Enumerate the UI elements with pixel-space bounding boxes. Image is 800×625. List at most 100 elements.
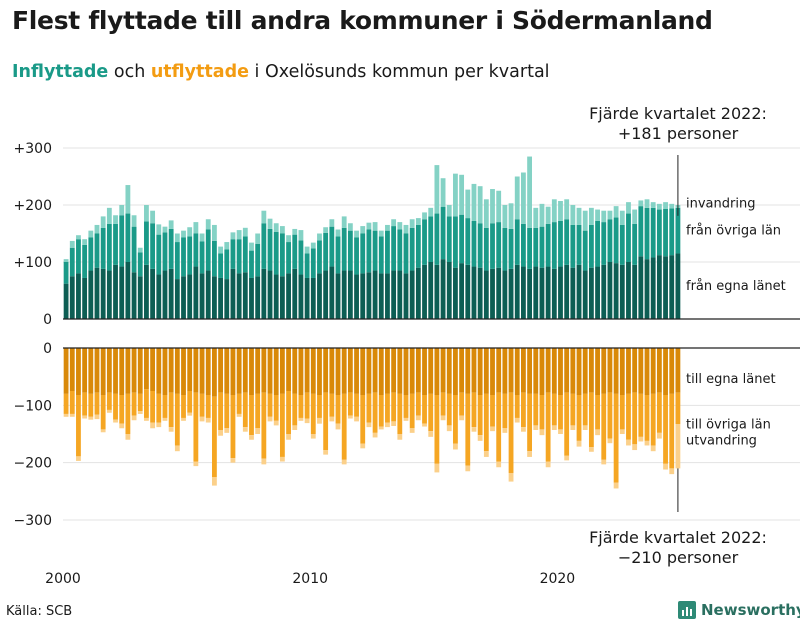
bar-out-1-43 [329, 393, 335, 417]
ytick-bottom-label: −300 [14, 513, 52, 529]
bar-out-1-60 [434, 395, 440, 464]
bar-out-0-13 [144, 348, 149, 390]
bar-out-2-88 [607, 438, 613, 444]
bar-out-0-7 [106, 348, 112, 393]
bar-out-1-10 [125, 393, 131, 434]
bar-out-1-51 [378, 395, 384, 427]
bar-out-0-9 [119, 348, 125, 396]
bar-out-0-15 [156, 348, 162, 394]
bar-out-1-23 [205, 395, 211, 418]
bar-in-0-89 [613, 263, 619, 319]
bar-in-1-66 [471, 220, 477, 267]
bar-in-1-99 [675, 207, 681, 254]
bar-out-2-95 [650, 445, 656, 452]
bar-out-2-15 [156, 422, 162, 428]
bar-in-0-61 [440, 259, 446, 319]
bar-in-2-37 [292, 228, 298, 235]
bar-out-0-45 [341, 348, 347, 394]
bar-out-2-87 [601, 459, 607, 465]
bar-out-0-46 [347, 348, 353, 393]
bar-in-1-50 [372, 230, 378, 271]
bar-out-1-85 [588, 392, 594, 448]
bar-in-1-6 [100, 227, 106, 269]
bar-in-2-96 [656, 203, 662, 210]
bar-in-1-47 [354, 237, 359, 275]
bar-out-1-99 [675, 392, 681, 425]
bar-in-2-76 [533, 207, 539, 228]
bar-out-1-15 [156, 393, 162, 423]
bar-in-2-24 [212, 224, 217, 241]
bar-out-2-89 [613, 482, 619, 489]
bar-out-2-23 [205, 417, 211, 423]
bar-in-2-70 [496, 190, 502, 223]
bar-out-2-54 [397, 434, 403, 440]
bar-out-1-46 [347, 392, 353, 416]
bar-in-0-3 [82, 277, 88, 319]
bar-out-2-49 [366, 422, 372, 428]
bar-out-0-38 [298, 348, 304, 396]
bar-in-2-82 [570, 205, 576, 225]
subtitle-utflyttade: utflyttade [150, 62, 249, 82]
bar-in-0-9 [119, 266, 125, 319]
bar-out-2-57 [415, 415, 421, 421]
bar-in-0-64 [459, 263, 465, 319]
label-utvandring: utvandring [686, 434, 757, 449]
bar-in-2-53 [391, 219, 397, 227]
bar-out-1-97 [663, 395, 668, 464]
bar-in-1-29 [242, 236, 248, 273]
bar-in-2-92 [632, 209, 638, 224]
bar-out-2-34 [273, 420, 279, 426]
bar-out-1-17 [168, 392, 174, 428]
bar-out-0-17 [168, 348, 174, 393]
bar-out-1-69 [490, 395, 495, 427]
bar-in-2-20 [187, 227, 193, 237]
bar-in-1-34 [273, 231, 279, 275]
bar-in-0-67 [477, 267, 483, 319]
bar-in-2-26 [224, 242, 230, 250]
bar-in-2-79 [551, 199, 557, 223]
newsworthy-logo[interactable]: Newsworthy [678, 601, 800, 619]
bar-in-1-33 [267, 228, 273, 271]
bar-out-1-76 [533, 393, 539, 426]
bar-out-2-45 [341, 459, 347, 465]
bar-in-1-52 [385, 230, 390, 274]
bar-out-2-0 [63, 413, 69, 417]
bar-out-1-96 [656, 392, 662, 433]
bar-in-2-32 [261, 210, 267, 224]
bar-in-1-97 [663, 208, 668, 257]
bar-out-1-81 [564, 392, 570, 456]
bar-in-1-7 [106, 223, 112, 271]
bar-in-1-79 [551, 222, 557, 269]
bar-in-1-35 [279, 233, 285, 277]
bar-out-2-37 [292, 425, 298, 430]
bar-out-1-93 [638, 393, 644, 437]
bar-out-1-70 [496, 392, 502, 462]
bar-in-2-39 [304, 246, 310, 254]
bar-in-1-95 [650, 207, 656, 258]
bar-in-1-45 [341, 227, 347, 271]
xtick-label: 2010 [292, 571, 328, 587]
bar-in-2-17 [168, 220, 174, 229]
bar-out-2-75 [527, 451, 532, 457]
bar-out-1-20 [187, 391, 193, 413]
bar-out-0-34 [273, 348, 279, 396]
bar-out-0-80 [558, 348, 563, 396]
bar-out-2-76 [533, 425, 539, 430]
bar-out-1-12 [137, 393, 143, 412]
bar-out-1-24 [212, 396, 217, 477]
bar-out-0-77 [539, 348, 545, 396]
bar-in-0-49 [366, 272, 372, 319]
bar-in-2-59 [428, 207, 434, 217]
bar-in-0-98 [669, 255, 675, 319]
bar-in-0-56 [409, 270, 415, 319]
bar-out-0-2 [76, 348, 81, 396]
bar-in-2-64 [459, 174, 465, 215]
bar-out-1-36 [286, 391, 291, 434]
bar-out-2-81 [564, 455, 570, 461]
bar-out-2-10 [125, 434, 131, 440]
bar-out-0-70 [496, 348, 502, 393]
bar-out-0-42 [323, 348, 329, 393]
bar-in-1-18 [174, 242, 180, 280]
bar-out-2-20 [187, 412, 193, 416]
bar-in-1-21 [193, 233, 199, 267]
